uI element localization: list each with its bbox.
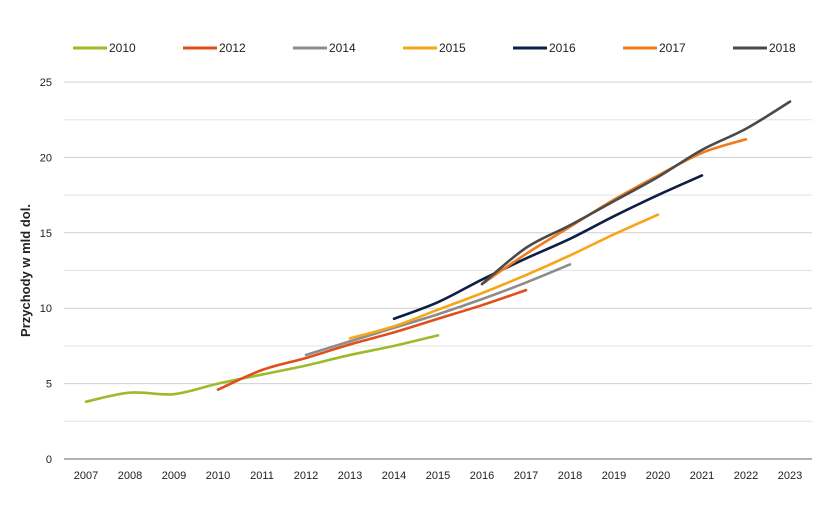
legend-label-2017: 2017 <box>659 41 686 55</box>
legend-label-2012: 2012 <box>219 41 246 55</box>
y-tick-label: 20 <box>40 152 52 164</box>
x-tick-label: 2012 <box>294 470 318 482</box>
legend-label-2014: 2014 <box>329 41 356 55</box>
series-lines <box>84 100 792 403</box>
axes: 0 5 10 15 20 25 2007 2008 2009 2010 2011 2012 2013 20… <box>40 77 812 482</box>
x-tick-label: 2022 <box>734 470 758 482</box>
y-tick-label: 10 <box>40 303 52 315</box>
series-line-2010 <box>84 334 440 403</box>
series-line-2014 <box>304 263 572 357</box>
x-tick-label: 2015 <box>426 470 450 482</box>
y-tick-label: 15 <box>40 228 52 240</box>
series-line-2017 <box>480 138 748 286</box>
x-tick-label: 2023 <box>778 470 802 482</box>
x-tick-label: 2008 <box>118 470 142 482</box>
x-tick-label: 2019 <box>602 470 626 482</box>
x-tick-label: 2014 <box>382 470 406 482</box>
x-tick-label: 2013 <box>338 470 362 482</box>
y-axis-label: Przychody w mld dol. <box>18 204 33 337</box>
x-tick-label: 2009 <box>162 470 186 482</box>
series-line-2016 <box>392 174 704 321</box>
series-line-2015 <box>348 213 660 340</box>
x-tick-label: 2016 <box>470 470 494 482</box>
legend: 2010 2012 2014 2015 2016 2017 2018 <box>73 41 796 55</box>
x-tick-label: 2011 <box>250 470 274 482</box>
legend-label-2015: 2015 <box>439 41 466 55</box>
x-tick-label: 2010 <box>206 470 230 482</box>
y-tick-label: 5 <box>46 379 52 391</box>
legend-label-2016: 2016 <box>549 41 576 55</box>
x-tick-label: 2007 <box>74 470 98 482</box>
y-tick-label: 0 <box>46 454 52 466</box>
x-tick-label: 2018 <box>558 470 582 482</box>
series-line-2018 <box>480 100 792 286</box>
y-tick-label: 25 <box>40 77 52 89</box>
x-tick-label: 2017 <box>514 470 538 482</box>
legend-label-2010: 2010 <box>109 41 136 55</box>
grid <box>64 81 812 460</box>
x-tick-label: 2021 <box>690 470 714 482</box>
x-tick-label: 2020 <box>646 470 670 482</box>
legend-label-2018: 2018 <box>769 41 796 55</box>
series-line-2012 <box>216 288 528 391</box>
